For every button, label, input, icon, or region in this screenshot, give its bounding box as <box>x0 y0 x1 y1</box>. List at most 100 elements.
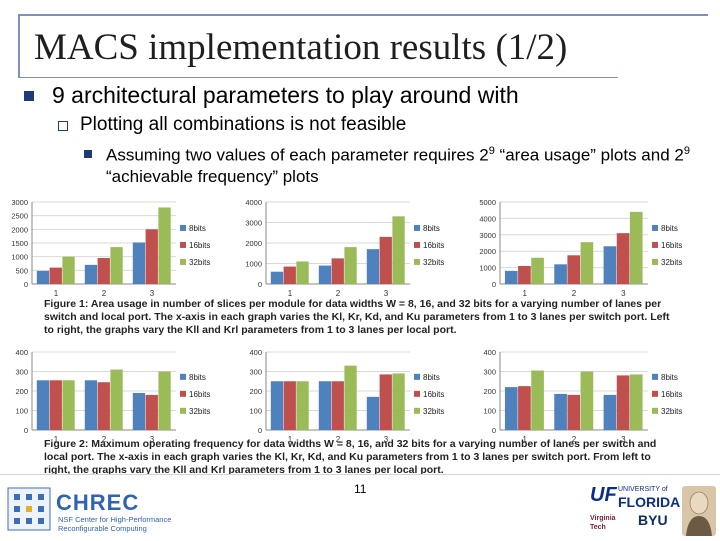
bar <box>283 266 296 284</box>
vt-logo: Virginia Tech <box>590 512 634 536</box>
bar <box>567 394 581 430</box>
legend-swatch <box>414 258 420 265</box>
x-tick-label: 2 <box>572 289 577 298</box>
legend-swatch <box>652 373 658 380</box>
y-tick-label: 200 <box>483 387 496 396</box>
y-tick-label: 1500 <box>11 239 28 248</box>
bar <box>110 369 123 430</box>
bar <box>296 381 309 430</box>
footer-divider <box>0 474 720 475</box>
x-tick-label: 2 <box>572 435 577 444</box>
bar <box>110 247 123 284</box>
bullet-level3-sup-2: 9 <box>683 145 690 157</box>
y-tick-label: 300 <box>249 368 262 377</box>
bar <box>629 374 643 430</box>
uf-mark-icon: UF <box>590 484 617 506</box>
bar <box>158 371 171 430</box>
bar <box>49 380 62 430</box>
y-tick-label: 2000 <box>11 225 28 234</box>
bullet-level2-text: Plotting all combinations is not feasibl… <box>80 114 407 135</box>
legend-swatch <box>652 241 658 248</box>
figure1-caption: Figure 1: Area usage in number of slices… <box>44 298 670 336</box>
bar <box>97 382 110 430</box>
legend-label: 32bits <box>661 407 682 416</box>
x-tick-label: 3 <box>150 435 155 444</box>
y-tick-label: 400 <box>249 348 262 357</box>
bar <box>36 380 50 430</box>
byu-text: BYU <box>638 512 668 528</box>
bar <box>270 381 284 430</box>
y-tick-label: 0 <box>258 426 262 435</box>
bar <box>84 380 98 430</box>
legend-swatch <box>180 224 186 231</box>
bar <box>145 394 158 430</box>
bullet-square-icon <box>24 91 34 101</box>
bar <box>132 392 146 430</box>
bar <box>132 242 146 284</box>
legend-label: 16bits <box>423 241 444 250</box>
x-tick-label: 1 <box>54 435 59 444</box>
area-chart-2-svg: 0 1000 2000 3000 4000 1 2 3 8bits 16bits 32bits <box>245 198 444 298</box>
bar <box>392 216 405 284</box>
legend-label: 8bits <box>189 224 206 233</box>
bullet-hollow-square-icon <box>58 121 68 131</box>
legend-label: 8bits <box>423 224 440 233</box>
freq-chart-2-svg: 0 100 200 300 400 1 2 3 8bits 16bits 32bits <box>249 348 444 444</box>
bar <box>629 211 643 284</box>
y-tick-label: 200 <box>249 387 262 396</box>
bar <box>318 381 332 430</box>
bar <box>531 257 544 284</box>
bullet-level3-part-b: “area usage” plots and 2 <box>494 145 684 165</box>
y-tick-label: 300 <box>15 368 28 377</box>
bar <box>531 370 544 430</box>
y-tick-label: 3000 <box>479 231 496 240</box>
bar <box>379 374 392 430</box>
bullet-level3-part-a: Assuming two values of each parameter re… <box>106 145 489 165</box>
bar <box>580 242 594 284</box>
legend-label: 8bits <box>189 373 206 382</box>
title-rule-top <box>18 14 708 16</box>
legend-label: 32bits <box>189 407 210 416</box>
title-rule-left <box>18 14 20 78</box>
figure2-caption: Figure 2: Maximum operating frequency fo… <box>44 438 657 476</box>
byu-logo: BYU <box>636 510 676 532</box>
legend-label: 32bits <box>423 407 444 416</box>
area-chart-3: 0 1000 2000 3000 4000 5000 1 2 3 8bits 16bits 32bit… <box>470 196 706 298</box>
freq-chart-1: 0 100 200 300 400 1 2 3 8bits 16bits 32bits <box>2 346 234 444</box>
legend-swatch <box>414 373 420 380</box>
uf-logo: UF UNIVERSITY of FLORIDA <box>590 484 684 512</box>
area-chart-3-svg: 0 1000 2000 3000 4000 5000 1 2 3 8bits 16bits 32bit… <box>479 198 682 298</box>
bar <box>580 371 594 430</box>
bar <box>518 386 531 430</box>
y-tick-label: 200 <box>15 387 28 396</box>
bar <box>283 381 296 430</box>
legend-label: 32bits <box>423 258 444 267</box>
legend-swatch <box>652 390 658 397</box>
x-tick-label: 3 <box>621 435 626 444</box>
legend-label: 16bits <box>189 241 210 250</box>
legend-swatch <box>652 224 658 231</box>
bullet-level3-text: Assuming two values of each parameter re… <box>106 141 706 187</box>
freq-chart-3: 0 100 200 300 400 1 2 3 8bits 16bits 32bits <box>470 346 706 444</box>
y-tick-label: 100 <box>15 407 28 416</box>
bar <box>270 271 284 284</box>
legend-swatch <box>414 224 420 231</box>
legend-label: 16bits <box>661 241 682 250</box>
x-tick-label: 2 <box>336 289 341 298</box>
bar <box>504 387 518 430</box>
x-tick-label: 3 <box>384 435 389 444</box>
y-tick-label: 1000 <box>245 260 262 269</box>
legend-swatch <box>414 241 420 248</box>
bar <box>344 365 357 430</box>
area-chart-2: 0 1000 2000 3000 4000 1 2 3 8bits 16bits 32bits <box>236 196 468 298</box>
uf-florida: FLORIDA <box>618 494 681 510</box>
bar <box>97 258 110 284</box>
x-tick-label: 1 <box>522 435 527 444</box>
x-tick-label: 2 <box>102 435 107 444</box>
y-tick-label: 2500 <box>11 212 28 221</box>
bar <box>567 255 581 284</box>
legend-swatch <box>180 258 186 265</box>
slide-title: MACS implementation results (1/2) <box>34 27 568 68</box>
legend-swatch <box>180 241 186 248</box>
y-tick-label: 400 <box>15 348 28 357</box>
